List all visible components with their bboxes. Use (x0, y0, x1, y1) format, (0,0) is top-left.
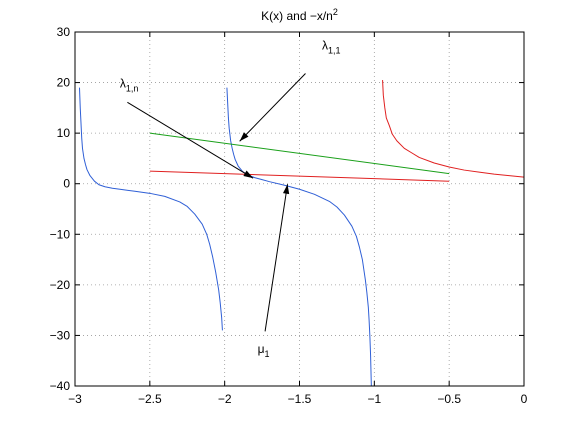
series-line-green-4 (149, 132, 450, 175)
annotation-label-symbol: λ (120, 77, 126, 91)
y-tick-label: 20 (57, 76, 71, 90)
annotation-label-subscript: 1,n (126, 84, 139, 94)
y-tick-label: 10 (57, 126, 71, 140)
y-tick-label: 0 (63, 177, 70, 191)
annotation-label: μ1 (258, 342, 270, 359)
x-tick-label: −1 (367, 392, 381, 406)
grid (75, 32, 524, 386)
x-tick-label: −0.5 (437, 392, 461, 406)
series-line-blue-1 (226, 87, 372, 387)
annotations: λ1,1λ1,nμ1 (120, 39, 341, 359)
chart-title-superscript: 2 (333, 7, 338, 17)
x-tick-label: −3 (68, 392, 82, 406)
annotation-label-subscript: 1 (265, 349, 270, 359)
y-tick-label: −20 (50, 278, 71, 292)
series-line-red-3 (149, 170, 450, 182)
x-tick-label: −2.5 (138, 392, 162, 406)
series-line-blue-0 (78, 87, 223, 331)
x-tick-label: −2 (218, 392, 232, 406)
annotation-arrow-head (243, 170, 254, 179)
x-tick-label: −1.5 (288, 392, 312, 406)
annotation-label: λ1,n (120, 77, 139, 94)
annotation-arrow-head (239, 132, 249, 142)
annotation-label-symbol: λ (322, 39, 328, 53)
annotation-label: λ1,1 (322, 39, 341, 56)
annotation-arrow-line (127, 101, 254, 179)
chart-title-main: K(x) and −x/n (261, 9, 333, 23)
y-tick-label: −40 (50, 379, 71, 393)
x-tick-label: 0 (521, 392, 528, 406)
annotation-label-subscript: 1,1 (328, 46, 341, 56)
annotation-arrow-head (282, 184, 290, 195)
ticks: −3 −2.5 −2 −1.5 −1 −0.5 0 −40 −30 −20 −10 0 10 20 30 (50, 25, 528, 406)
annotation-arrow-line (264, 184, 289, 332)
chart-title: K(x) and −x/n2 (261, 7, 338, 23)
y-tick-label: −10 (50, 227, 71, 241)
y-tick-label: 30 (57, 25, 71, 39)
annotation-arrow-line (239, 73, 306, 142)
series-line-red-2 (382, 80, 525, 178)
annotation-label-symbol: μ (258, 342, 265, 356)
plot-area (78, 80, 525, 387)
y-tick-label: −30 (50, 328, 71, 342)
